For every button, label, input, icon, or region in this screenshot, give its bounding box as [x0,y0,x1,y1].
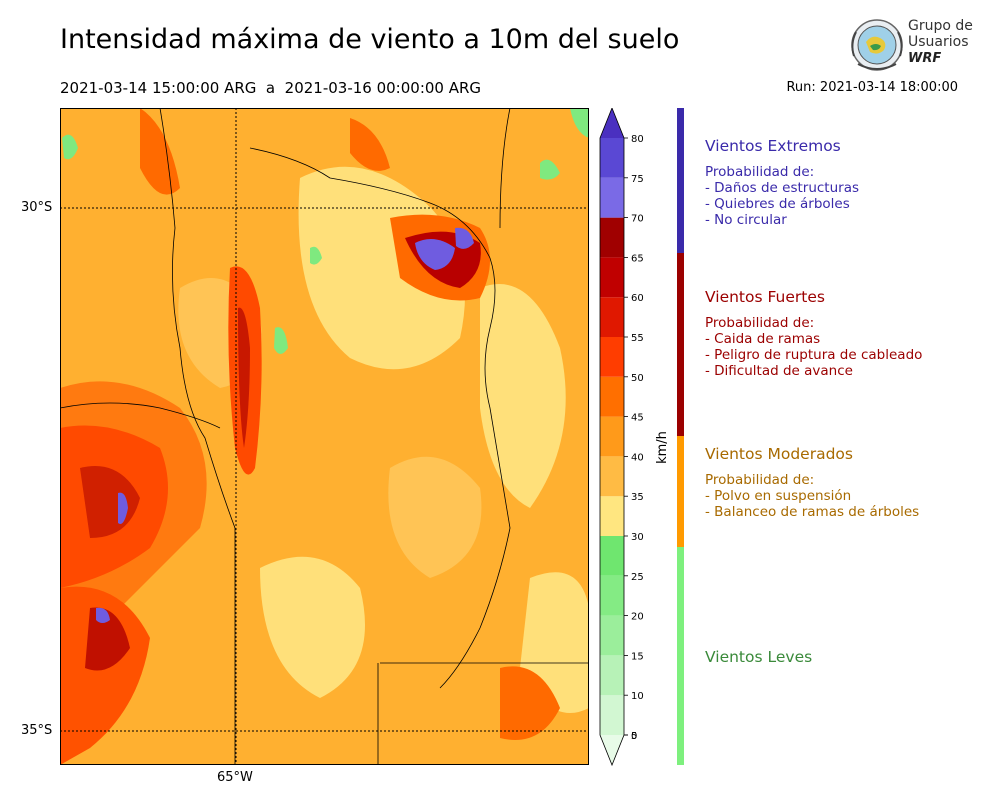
colorbar-segment [600,575,624,616]
lat-label-35s: 35°S [21,723,53,738]
colorbar: 05 10 15 20 25 30 35 40 45 50 55 60 65 70 75 80 [599,108,644,767]
map-title: Intensidad máxima de viento a 10m del su… [60,24,680,55]
wind-field-extreme [96,227,474,623]
category-item: - Peligro de ruptura de cableado [705,347,923,363]
category-bar-extremos [677,108,684,253]
logo-line-1: Grupo de [908,18,973,34]
category-leves: Vientos Leves [705,649,812,675]
category-bar-fuertes [677,253,684,436]
colorbar-tick-label: 65 [631,253,644,264]
wind-field-light [62,108,589,354]
colorbar-segment [600,177,624,218]
globe-icon [851,19,903,71]
category-item: - Caida de ramas [705,331,821,347]
category-item: Probabilidad de: [705,315,815,331]
category-bar-leves [677,547,684,765]
colorbar-segment [600,376,624,417]
category-item: - Balanceo de ramas de árboles [705,504,920,520]
colorbar-tick-label: 15 [631,651,644,662]
category-bar-moderados [677,436,684,547]
forecast-period: 2021-03-14 15:00:00 ARG a 2021-03-16 00:… [60,79,482,97]
colorbar-tick-label: 10 [631,691,644,702]
colorbar-segment [600,416,624,457]
lon-label-65w: 65°W [217,770,253,785]
political-boundaries [60,108,589,765]
lat-label-30s: 30°S [21,200,53,215]
colorbar-tick-label: 45 [631,413,644,424]
category-item: Probabilidad de: [705,472,815,488]
colorbar-tick-label: 5 [631,731,637,742]
colorbar-tick-label: 70 [631,214,644,225]
category-moderados: Vientos Moderados Probabilidad de: - Pol… [705,446,919,520]
run-time: Run: 2021-03-14 18:00:00 [786,80,958,95]
colorbar-segment [600,297,624,337]
category-title: Vientos Moderados [705,445,853,463]
colorbar-tick-label: 75 [631,174,644,185]
logo-line-2: Usuarios [908,34,969,50]
wind-map [60,108,589,765]
category-item: - Daños de estructuras [705,180,860,196]
colorbar-tick-label: 20 [631,612,644,623]
colorbar-tick-label: 35 [631,492,644,503]
colorbar-segment [600,735,624,765]
category-fuertes: Vientos Fuertes Probabilidad de: - Caida… [705,289,922,379]
category-item: Probabilidad de: [705,164,815,180]
colorbar-segment [600,337,624,377]
colorbar-segment [600,496,624,536]
colorbar-segment [600,536,624,576]
colorbar-segment [600,138,624,178]
colorbar-tick-label: 80 [631,134,644,145]
colorbar-tick-label: 30 [631,532,644,543]
colorbar-tick-label: 25 [631,572,644,583]
colorbar-segment [600,695,624,735]
colorbar-segment [600,615,624,656]
colorbar-unit: km/h [654,431,670,464]
category-item: - No circular [705,212,787,228]
category-extremos: Vientos Extremos Probabilidad de: - Daño… [705,138,859,228]
colorbar-tick-label: 0 [631,731,637,742]
category-item: - Quiebres de árboles [705,196,850,212]
colorbar-segment [600,456,624,497]
colorbar-tick-label: 55 [631,333,644,344]
colorbar-segment [600,655,624,696]
category-title: Vientos Extremos [705,137,841,155]
colorbar-tick-label: 60 [631,293,644,304]
logo-line-3: WRF [908,51,942,66]
colorbar-tick-label: 50 [631,373,644,384]
colorbar-segment [600,217,624,258]
category-item: - Dificultad de avance [705,363,853,379]
category-title: Vientos Fuertes [705,288,825,306]
colorbar-tick-label: 40 [631,452,644,463]
category-item: - Polvo en suspensión [705,488,852,504]
colorbar-segment [600,257,624,298]
category-title: Vientos Leves [705,648,813,666]
wrf-logo: Grupo de Usuarios WRF [848,16,978,74]
colorbar-segment [600,108,624,138]
graticule [60,108,589,765]
